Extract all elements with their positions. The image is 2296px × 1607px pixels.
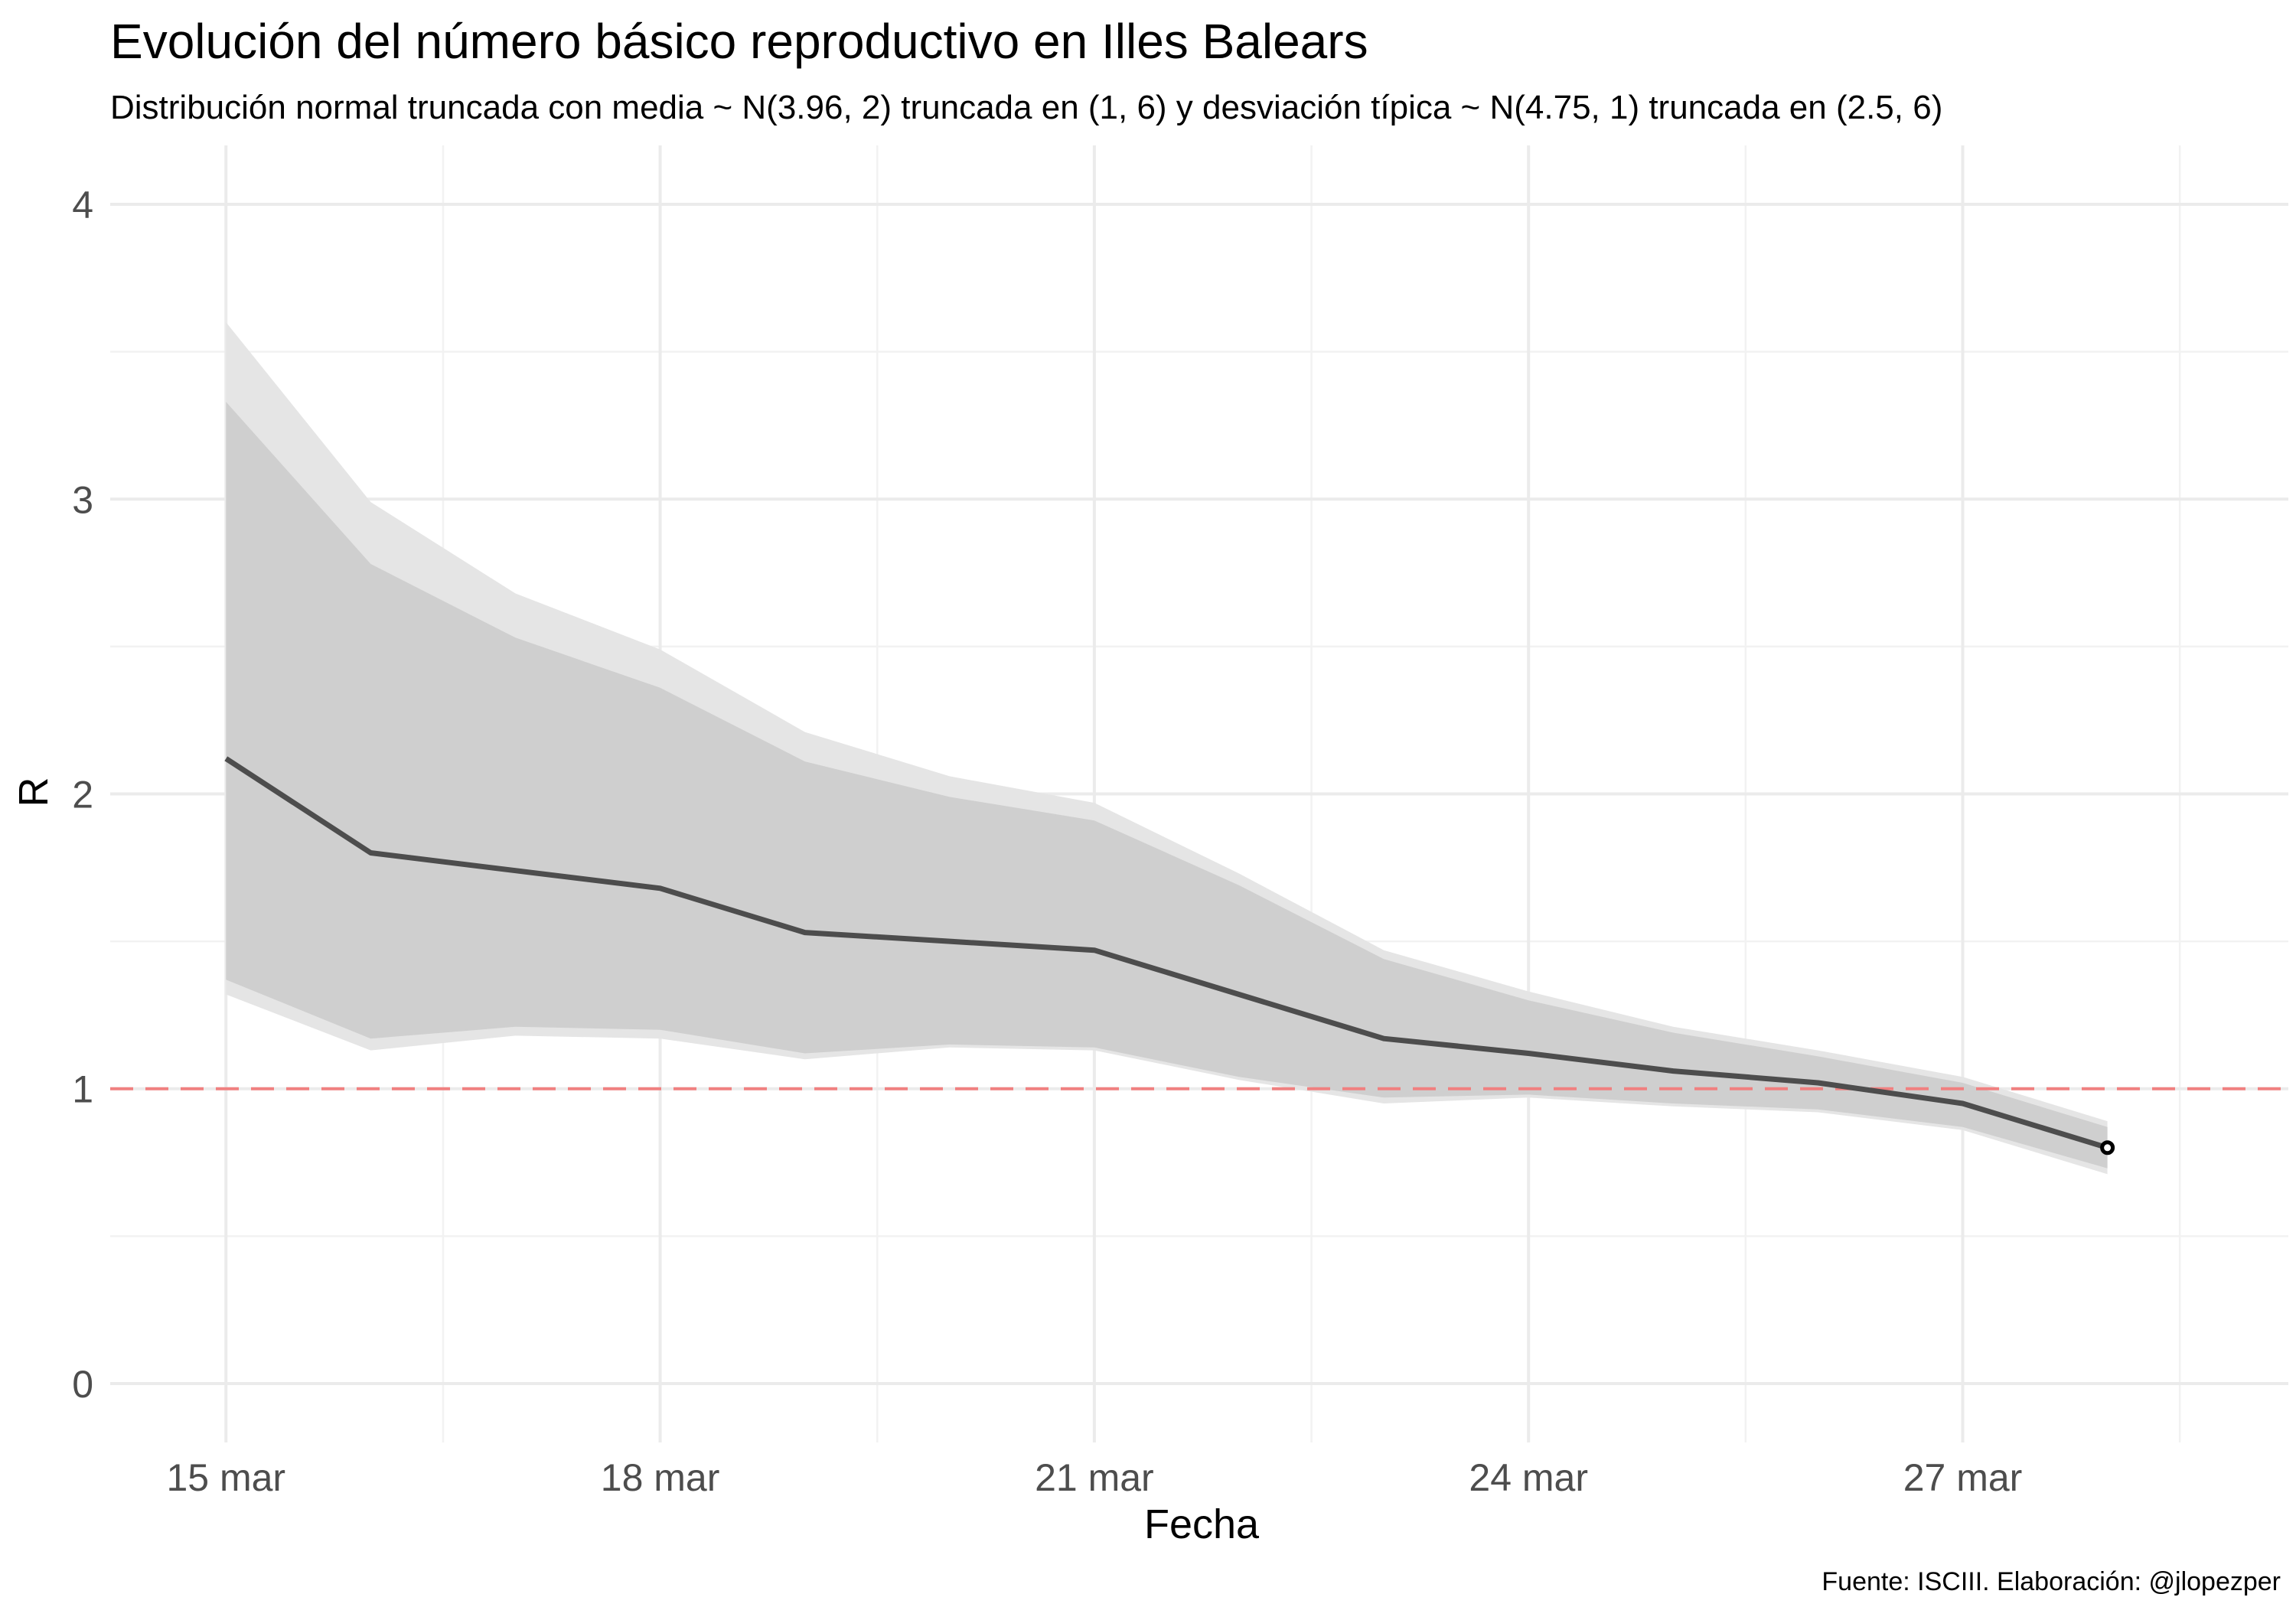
x-tick-labels: 15 mar 18 mar 21 mar 24 mar 27 mar	[166, 1456, 2022, 1499]
series-group	[224, 756, 2115, 1156]
caption: Fuente: ISCIII. Elaboración: @jlopezper	[1821, 1567, 2281, 1596]
x-tick-label: 15 mar	[166, 1456, 285, 1499]
y-tick-label: 3	[72, 478, 93, 521]
end-point-marker	[2100, 1140, 2115, 1156]
y-tick-label: 2	[72, 774, 93, 817]
inner-confidence-band	[226, 402, 2108, 1169]
x-tick-label: 24 mar	[1469, 1456, 1588, 1499]
x-axis-title: Fecha	[1144, 1501, 1260, 1547]
y-axis-title: R	[11, 777, 57, 807]
y-tick-label: 4	[72, 184, 93, 227]
series-line	[224, 756, 2108, 1151]
confidence-bands	[226, 322, 2108, 1175]
y-tick-label: 0	[72, 1363, 93, 1406]
chart-title: Evolución del número básico reproductivo…	[110, 14, 1368, 69]
x-tick-label: 18 mar	[601, 1456, 720, 1499]
y-tick-label: 1	[72, 1068, 93, 1111]
x-tick-label: 27 mar	[1903, 1456, 2023, 1499]
y-tick-labels: 0 1 2 3 4	[72, 184, 93, 1406]
chart-subtitle: Distribución normal truncada con media ~…	[110, 89, 1942, 126]
x-tick-label: 21 mar	[1035, 1456, 1154, 1499]
